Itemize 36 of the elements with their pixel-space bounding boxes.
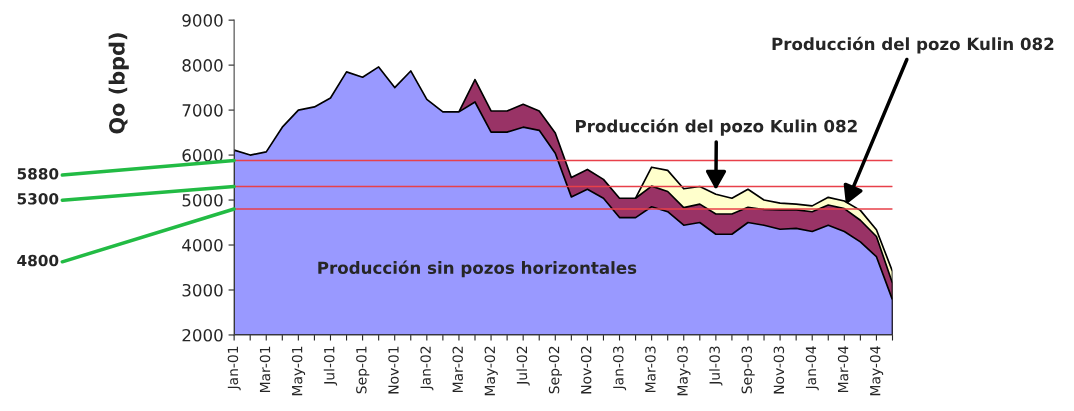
x-tick-label: Jul-03	[709, 346, 723, 386]
x-tick-label: May-04	[869, 346, 884, 396]
x-tick-label: Nov-01	[388, 346, 399, 394]
x-tick-label: Jan-01	[227, 346, 241, 391]
x-tick-label: Jan-04	[805, 346, 819, 391]
y-tick-label: 3000	[182, 283, 223, 297]
y-tick-label: 6000	[182, 149, 223, 162]
ref-line-label: 4800	[17, 254, 59, 267]
annotation: Producción del pozo Kulin 082	[772, 36, 1054, 54]
x-tick-label: May-03	[677, 346, 691, 396]
x-tick-label: Sep-02	[548, 346, 563, 394]
x-tick-label: Jan-02	[420, 346, 434, 391]
x-tick-label: May-01	[291, 346, 306, 396]
x-tick-label: Jan-03	[613, 346, 627, 391]
y-tick-label: 9000	[182, 14, 223, 27]
x-tick-label: Mar-01	[259, 346, 271, 393]
x-tick-label: May-02	[484, 346, 498, 396]
y-tick-label: 2000	[182, 328, 223, 342]
y-tick-label: 8000	[182, 59, 223, 72]
x-tick-label: Mar-04	[837, 346, 849, 393]
x-tick-label: Mar-02	[452, 346, 463, 393]
y-tick-label: 5000	[182, 194, 223, 207]
ref-line-label: 5300	[17, 193, 59, 205]
x-tick-label: Nov-02	[580, 346, 592, 394]
annotation: Producción del pozo Kulin 082	[576, 118, 857, 136]
ref-line-label: 5880	[17, 167, 59, 180]
x-tick-label: Mar-03	[645, 346, 656, 393]
y-axis-title: Qo (bpd)	[108, 33, 129, 134]
x-tick-label: Jul-02	[516, 346, 530, 386]
x-tick-label: Sep-03	[741, 346, 755, 394]
x-tick-label: Jul-01	[323, 346, 338, 386]
y-tick-label: 7000	[182, 104, 223, 117]
x-tick-label: Sep-01	[356, 346, 370, 394]
x-tick-label: Nov-03	[773, 346, 785, 394]
y-tick-label: 4000	[182, 238, 223, 252]
series-label: Producción sin pozos horizontales	[318, 260, 637, 278]
